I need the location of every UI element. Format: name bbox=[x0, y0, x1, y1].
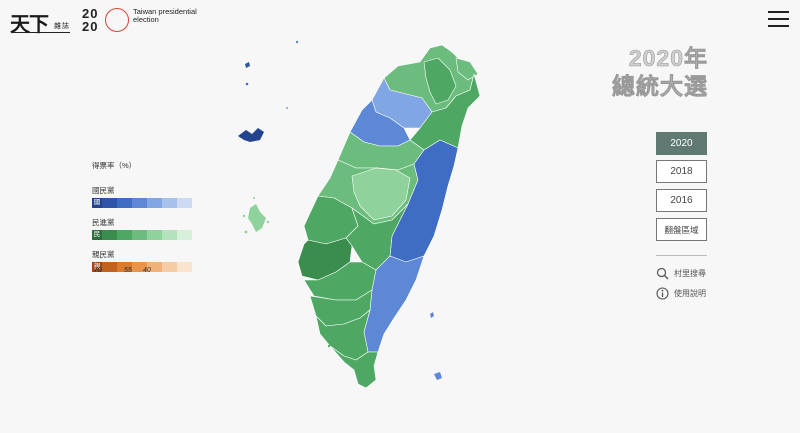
menu-button[interactable] bbox=[768, 11, 789, 27]
legend-scale-40: 40 bbox=[143, 267, 151, 274]
legend-swatch bbox=[102, 230, 117, 240]
cw-logo-sub: 雜誌 bbox=[54, 23, 70, 30]
region-yunlin[interactable] bbox=[297, 237, 353, 281]
cw-logo-underline bbox=[12, 32, 70, 33]
year-button-2016[interactable]: 2016 bbox=[656, 189, 707, 212]
island-dot bbox=[242, 214, 246, 218]
island-dot bbox=[253, 197, 255, 199]
logo-year-top: 20 bbox=[82, 6, 99, 21]
menu-icon-bar bbox=[768, 18, 789, 20]
legend-party-kmt: 國民黨 bbox=[92, 186, 115, 195]
legend-swatch bbox=[177, 262, 192, 272]
legend-party-dpp: 民進黨 bbox=[92, 218, 115, 227]
region-taipei[interactable] bbox=[423, 57, 457, 105]
help-button[interactable]: 使用說明 bbox=[656, 286, 706, 300]
region-kinmen[interactable] bbox=[238, 128, 264, 142]
cw-logo[interactable]: 天下 雜誌 bbox=[10, 8, 74, 36]
village-search-label: 村里搜尋 bbox=[674, 268, 706, 278]
logo-year-bottom: 20 bbox=[82, 19, 99, 34]
legend-swatch bbox=[147, 262, 162, 272]
legend-swatch bbox=[102, 198, 117, 208]
legend-swatch bbox=[102, 262, 117, 272]
legend-scale-kmt: 國 bbox=[92, 198, 192, 208]
year-button-2018[interactable]: 2018 bbox=[656, 160, 707, 183]
flip-regions-button[interactable]: 翻盤區域 bbox=[656, 218, 707, 241]
search-icon bbox=[656, 267, 669, 280]
legend-scale-55: 55 bbox=[124, 267, 132, 274]
region-penghu[interactable] bbox=[248, 204, 266, 232]
legend-scale-dpp: 民 bbox=[92, 230, 192, 240]
legend-party-tag: 親 bbox=[92, 262, 102, 272]
island-dot bbox=[245, 82, 249, 86]
info-icon bbox=[656, 286, 669, 300]
logo-ring-icon bbox=[105, 8, 129, 32]
logo-text: Taiwan presidential election bbox=[133, 7, 197, 24]
legend-scale-70: 70 bbox=[94, 267, 102, 274]
page-title-line1: 2020年 bbox=[628, 45, 708, 72]
legend-scale-pfp: 親 bbox=[92, 262, 192, 272]
menu-icon-bar bbox=[768, 25, 789, 27]
legend-swatch bbox=[177, 198, 192, 208]
island-dot bbox=[266, 220, 270, 224]
legend-swatch bbox=[117, 198, 132, 208]
legend-swatch bbox=[177, 230, 192, 240]
region-lanyu[interactable] bbox=[434, 372, 442, 380]
legend-party-pfp: 親民黨 bbox=[92, 250, 115, 259]
region-ludao[interactable] bbox=[430, 312, 434, 318]
legend-swatch bbox=[162, 262, 177, 272]
island-dot bbox=[327, 344, 331, 348]
region-matsu[interactable] bbox=[245, 62, 250, 68]
legend-swatch bbox=[132, 198, 147, 208]
legend-swatch bbox=[162, 198, 177, 208]
legend-title: 得票率（%） bbox=[92, 161, 137, 170]
island-dot bbox=[286, 107, 288, 109]
year-button-2020[interactable]: 2020 bbox=[656, 132, 707, 155]
legend-swatch bbox=[132, 262, 147, 272]
help-label: 使用說明 bbox=[674, 288, 706, 298]
page-title: 2020年 總統大選 bbox=[612, 44, 708, 100]
legend-swatch bbox=[117, 262, 132, 272]
island-dot bbox=[244, 230, 248, 234]
region-kaohsiung[interactable] bbox=[315, 309, 371, 361]
legend-party-tag: 國 bbox=[92, 198, 102, 208]
village-search-button[interactable]: 村里搜尋 bbox=[656, 266, 706, 280]
legend-swatch bbox=[117, 230, 132, 240]
offshore-islands bbox=[238, 40, 442, 380]
menu-icon-bar bbox=[768, 11, 789, 13]
page-title-line2: 總統大選 bbox=[612, 73, 708, 100]
legend-swatch bbox=[147, 198, 162, 208]
election-logo[interactable]: 20 20 Taiwan presidential election bbox=[82, 6, 202, 34]
legend-swatch bbox=[132, 230, 147, 240]
region-pingtung[interactable] bbox=[329, 345, 379, 389]
island-dot bbox=[295, 40, 299, 44]
legend-party-tag: 民 bbox=[92, 230, 102, 240]
divider bbox=[656, 255, 707, 256]
region-taichung-inner[interactable] bbox=[351, 167, 411, 221]
vote-share-legend: 得票率（%） 國民黨 國 民進黨 民 親民黨 親 70 55 40 bbox=[92, 160, 192, 281]
legend-swatch bbox=[162, 230, 177, 240]
legend-swatch bbox=[147, 230, 162, 240]
